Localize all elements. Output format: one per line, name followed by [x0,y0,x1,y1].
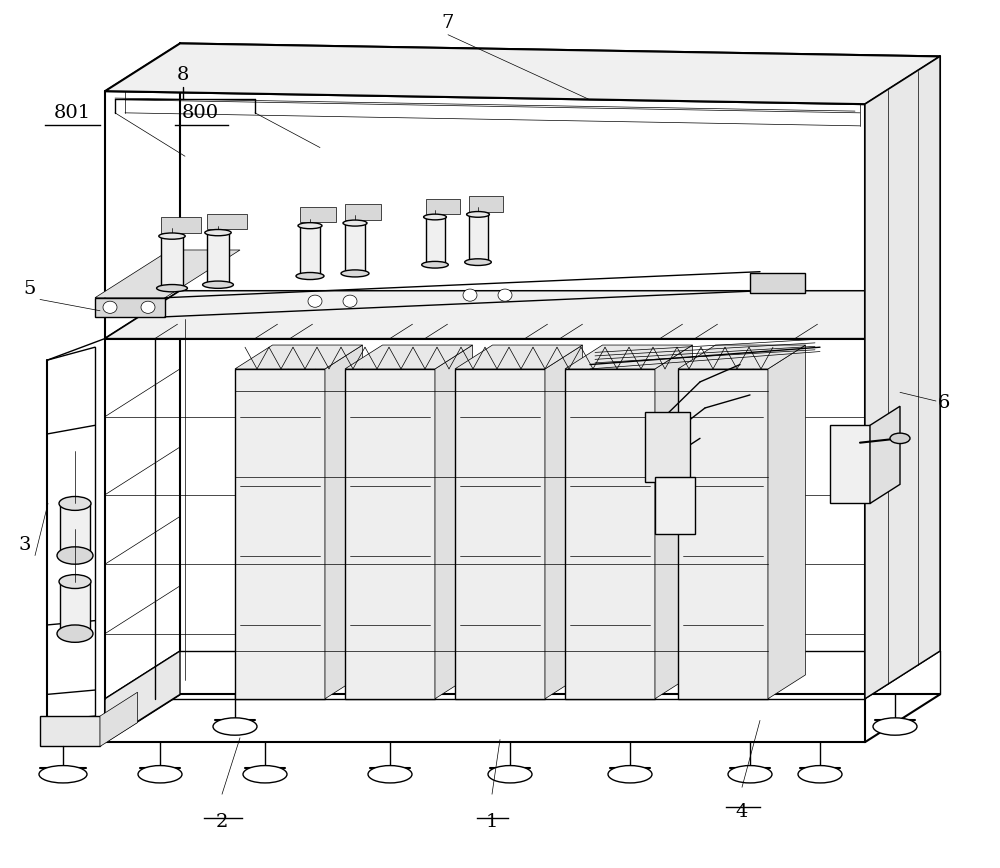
Polygon shape [565,345,692,369]
Text: 6: 6 [938,394,950,411]
Ellipse shape [308,295,322,307]
Ellipse shape [608,766,652,783]
Ellipse shape [890,433,910,444]
Polygon shape [435,345,472,699]
Ellipse shape [463,289,477,301]
Bar [235,369,325,699]
Ellipse shape [59,496,91,510]
Polygon shape [768,345,806,699]
Polygon shape [95,250,240,298]
Text: 7: 7 [442,14,454,32]
Ellipse shape [422,261,448,268]
Ellipse shape [296,273,324,279]
Polygon shape [870,406,900,503]
Ellipse shape [103,301,117,313]
Ellipse shape [343,295,357,307]
Bar [161,236,183,288]
Bar [565,369,655,699]
Bar [60,503,90,556]
Bar [455,369,545,699]
Bar [40,716,100,746]
Bar [207,233,229,285]
Polygon shape [455,345,582,369]
Polygon shape [655,345,692,699]
Bar [678,369,768,699]
Polygon shape [678,345,806,369]
Ellipse shape [467,212,489,217]
Ellipse shape [798,766,842,783]
Ellipse shape [298,223,322,228]
Ellipse shape [873,718,917,735]
Text: 5: 5 [24,279,36,298]
Ellipse shape [465,259,491,266]
Ellipse shape [728,766,772,783]
Bar [426,217,444,265]
Bar [95,298,165,317]
Polygon shape [345,345,472,369]
Polygon shape [105,291,940,339]
Text: 801: 801 [53,103,91,122]
Ellipse shape [203,281,233,288]
Polygon shape [100,693,138,746]
Bar [300,207,336,222]
Ellipse shape [368,766,412,783]
Bar [655,477,695,534]
Ellipse shape [243,766,287,783]
Ellipse shape [138,766,182,783]
Ellipse shape [57,625,93,642]
Ellipse shape [424,214,446,220]
Ellipse shape [341,270,369,277]
Bar [426,199,460,214]
Ellipse shape [57,547,93,564]
Text: 2: 2 [216,813,228,832]
Text: 4: 4 [736,803,748,821]
Ellipse shape [39,766,87,783]
Bar [300,226,320,276]
Text: 8: 8 [177,66,189,84]
Ellipse shape [343,220,367,226]
Polygon shape [105,43,940,104]
Bar [60,582,90,634]
Bar [468,214,488,262]
Bar [645,412,690,482]
Bar [750,273,805,293]
Polygon shape [865,56,940,699]
Bar [468,196,503,212]
Ellipse shape [141,301,155,313]
Polygon shape [105,651,180,742]
Ellipse shape [157,285,187,292]
Text: 3: 3 [19,536,31,554]
Ellipse shape [159,233,185,240]
Ellipse shape [213,718,257,735]
Ellipse shape [488,766,532,783]
Bar [161,217,201,233]
Text: 1: 1 [486,813,498,832]
Bar [345,369,435,699]
Bar [345,223,365,273]
Bar [207,214,247,229]
Polygon shape [235,345,362,369]
Bar [345,204,381,220]
Polygon shape [545,345,582,699]
Ellipse shape [498,289,512,301]
Ellipse shape [59,575,91,589]
Ellipse shape [205,229,231,236]
Text: 800: 800 [181,103,219,122]
Polygon shape [325,345,362,699]
Bar [830,425,870,503]
